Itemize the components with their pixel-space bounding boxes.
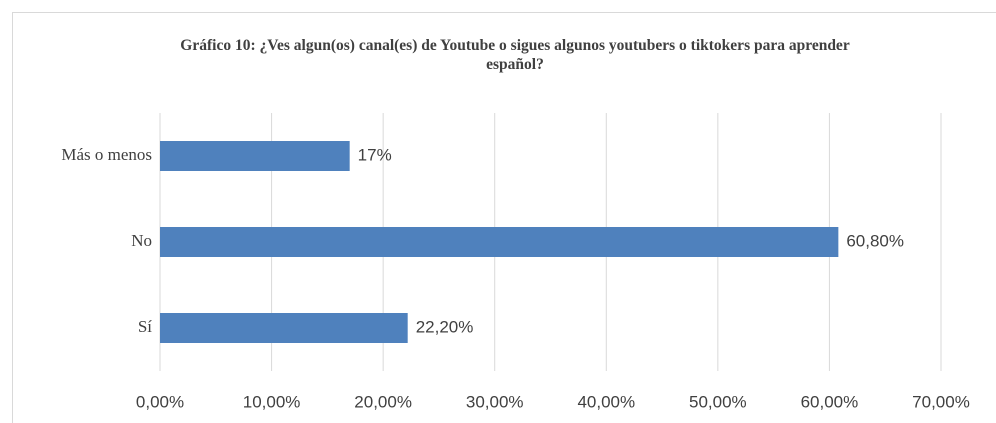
y-tick-label: Sí bbox=[138, 317, 152, 336]
x-tick-label: 0,00% bbox=[136, 392, 184, 411]
y-tick-label: No bbox=[131, 231, 152, 250]
y-tick-label: Más o menos bbox=[61, 145, 152, 164]
bar bbox=[160, 313, 408, 343]
x-tick-label: 70,00% bbox=[912, 392, 970, 411]
bar bbox=[160, 141, 350, 171]
value-label: 60,80% bbox=[846, 231, 904, 250]
value-label: 17% bbox=[358, 145, 392, 164]
value-label: 22,20% bbox=[416, 317, 474, 336]
x-tick-label: 40,00% bbox=[577, 392, 635, 411]
bar bbox=[160, 227, 839, 257]
chart-title: Gráfico 10: ¿Ves algun(os) canal(es) de … bbox=[180, 37, 850, 73]
x-tick-label: 60,00% bbox=[801, 392, 859, 411]
x-tick-label: 50,00% bbox=[689, 392, 747, 411]
x-tick-label: 30,00% bbox=[466, 392, 524, 411]
x-tick-label: 10,00% bbox=[243, 392, 301, 411]
chart-border bbox=[12, 12, 996, 423]
x-tick-label: 20,00% bbox=[354, 392, 412, 411]
